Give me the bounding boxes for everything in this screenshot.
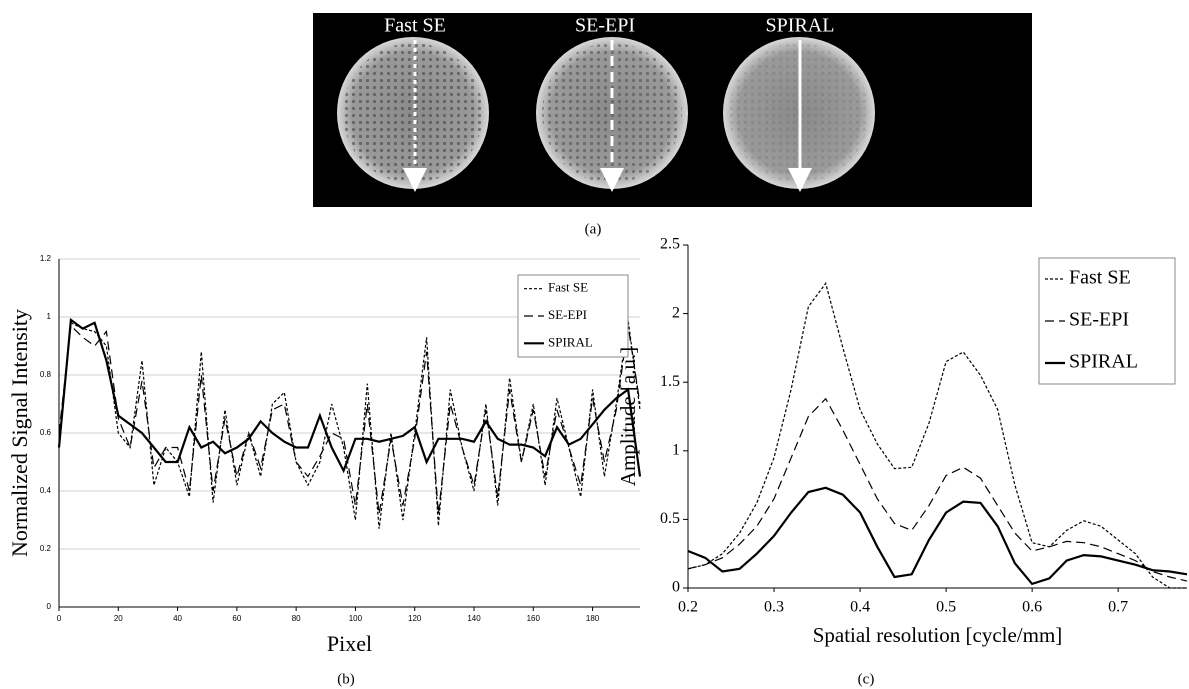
chart: 0 0.5 1 1.5 2 2.5 0.2 0.3 0.4 0.5 0.6 0.7 Spatial re… bbox=[616, 236, 1188, 687]
y-tick-label: 0.2 bbox=[40, 544, 52, 553]
y-tick-label: 0.4 bbox=[40, 486, 52, 495]
caption: (c) bbox=[858, 671, 875, 687]
y-tick-label: 1 bbox=[672, 441, 680, 458]
image-label: SPIRAL bbox=[766, 15, 835, 37]
y-tick-label: 2 bbox=[672, 304, 680, 321]
x-tick-label: 80 bbox=[292, 614, 301, 623]
chart: 0 0.2 0.4 0.6 0.8 1 1.2 0 20 40 60 80 100 120 140 160 18… bbox=[7, 254, 642, 687]
x-tick-label: 40 bbox=[173, 614, 182, 623]
caption: (a) bbox=[585, 221, 602, 237]
y-tick-label: 0 bbox=[47, 602, 52, 611]
y-tick-label: 0 bbox=[672, 579, 680, 596]
legend-label: SPIRAL bbox=[1069, 351, 1138, 373]
y-tick-label: 1.2 bbox=[40, 254, 52, 263]
x-tick-label: 0.4 bbox=[850, 599, 870, 616]
series-line bbox=[58, 319, 641, 529]
x-axis-title: Spatial resolution [cycle/mm] bbox=[813, 623, 1063, 647]
panel-a: Fast SE SE-EPI SPIRAL (a) bbox=[313, 13, 1032, 237]
x-tick-label: 0.2 bbox=[678, 599, 698, 616]
series-line bbox=[687, 486, 1188, 586]
series-line bbox=[57, 317, 642, 477]
y-tick-label: 1.5 bbox=[660, 373, 680, 390]
series-line bbox=[687, 397, 1188, 582]
x-tick-label: 140 bbox=[467, 614, 481, 623]
image-label: SE-EPI bbox=[575, 15, 635, 37]
y-tick-label: 0.6 bbox=[40, 428, 52, 437]
image-label: Fast SE bbox=[384, 15, 446, 37]
x-tick-label: 20 bbox=[114, 614, 123, 623]
y-axis-title: Normalized Signal Intensity bbox=[7, 309, 32, 557]
y-tick-label: 0.5 bbox=[660, 510, 680, 527]
series-line bbox=[687, 282, 1187, 589]
x-tick-label: 0.7 bbox=[1108, 599, 1128, 616]
x-tick-label: 0.3 bbox=[764, 599, 784, 616]
x-tick-label: 0 bbox=[57, 614, 62, 623]
x-tick-label: 120 bbox=[408, 614, 422, 623]
y-tick-label: 0.8 bbox=[40, 370, 52, 379]
x-tick-label: 180 bbox=[586, 614, 600, 623]
series-line bbox=[58, 324, 641, 515]
phantom-pattern bbox=[343, 43, 483, 183]
x-tick-label: 60 bbox=[232, 614, 241, 623]
x-tick-label: 160 bbox=[527, 614, 541, 623]
legend-label: SE-EPI bbox=[1069, 309, 1129, 331]
x-tick-label: 0.6 bbox=[1022, 599, 1042, 616]
legend-label: Fast SE bbox=[548, 280, 588, 295]
legend-label: SPIRAL bbox=[548, 334, 593, 349]
y-tick-label: 2.5 bbox=[660, 236, 680, 253]
x-tick-label: 100 bbox=[349, 614, 363, 623]
legend-label: Fast SE bbox=[1069, 267, 1131, 289]
x-axis-title: Pixel bbox=[327, 631, 372, 656]
caption: (b) bbox=[337, 671, 355, 687]
y-tick-label: 1 bbox=[47, 312, 52, 321]
y-axis-title: Amplitude [a.u.] bbox=[616, 347, 640, 486]
x-tick-label: 0.5 bbox=[936, 599, 956, 616]
legend-label: SE-EPI bbox=[548, 307, 587, 322]
